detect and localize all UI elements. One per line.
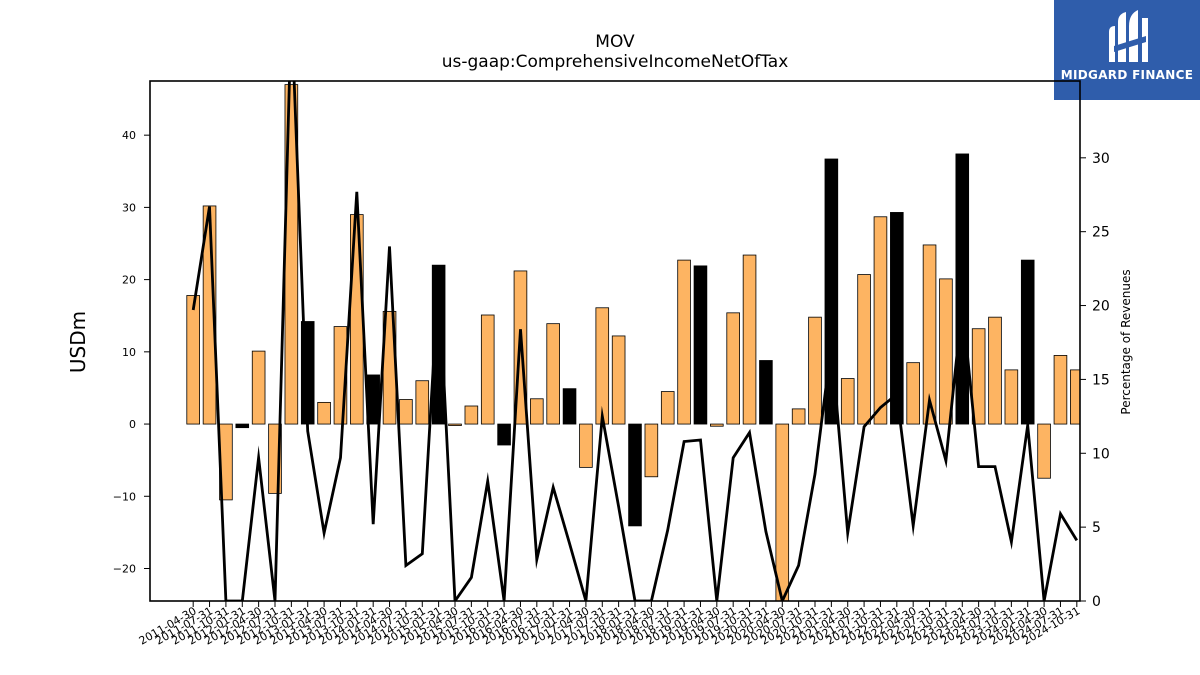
- bar: [1004, 369, 1019, 425]
- y-tick-label: 10: [122, 346, 136, 359]
- bar: [693, 265, 708, 425]
- bar: [710, 423, 724, 427]
- bar: [939, 278, 953, 425]
- bar: [415, 380, 430, 425]
- bar: [922, 244, 937, 425]
- y-tick-label: 30: [122, 201, 136, 214]
- bar: [775, 423, 790, 601]
- bar: [890, 212, 904, 425]
- line-series-group: [191, 81, 1078, 601]
- bar: [464, 405, 479, 425]
- y2-tick-label: 15: [1092, 372, 1110, 388]
- bar: [840, 378, 855, 425]
- bar: [431, 264, 446, 425]
- bar: [857, 274, 871, 425]
- bar: [562, 388, 577, 425]
- bar: [791, 408, 806, 425]
- bar: [824, 158, 839, 425]
- midgard-logo-icon: [1109, 10, 1148, 62]
- bar: [726, 312, 740, 425]
- plot-frame: [149, 80, 1081, 602]
- bar: [186, 295, 200, 425]
- bar: [644, 423, 659, 478]
- bar: [579, 423, 593, 468]
- bar-series: [186, 84, 1080, 601]
- bar: [1020, 259, 1035, 425]
- y2-tick-label: 0: [1092, 594, 1101, 610]
- bar: [628, 423, 642, 527]
- y2-tick-label: 20: [1092, 299, 1110, 315]
- bar: [906, 362, 920, 425]
- bar: [317, 401, 331, 425]
- percentage-line: [191, 81, 1078, 601]
- bar: [530, 398, 544, 425]
- y2-tick-label: 10: [1092, 446, 1110, 462]
- bar: [251, 350, 266, 425]
- logo-text: MIDGARD FINANCE: [1060, 68, 1194, 82]
- bar: [595, 307, 610, 425]
- bar: [677, 259, 691, 425]
- bar: [497, 423, 511, 446]
- bar: [971, 328, 986, 425]
- bar: [399, 399, 413, 425]
- bar: [873, 216, 888, 425]
- chart-subtitle: us-gaap:ComprehensiveIncomeNetOfTax: [441, 52, 789, 72]
- bar: [235, 423, 250, 429]
- y-tick-label: 20: [122, 274, 136, 287]
- bar: [808, 316, 822, 425]
- midgard-finance-logo: MIDGARD FINANCE: [1054, 0, 1200, 100]
- bar: [759, 360, 773, 425]
- bar: [660, 391, 675, 425]
- bar: [1070, 369, 1080, 425]
- y-tick-label: −10: [113, 490, 136, 503]
- bar: [448, 423, 462, 426]
- bar: [955, 153, 970, 425]
- y-tick-label: 0: [129, 418, 136, 431]
- bar: [988, 316, 1002, 425]
- y-tick-label: 40: [122, 129, 136, 142]
- bar: [742, 254, 757, 425]
- bar: [546, 323, 560, 425]
- chart-title: MOV: [595, 32, 635, 52]
- bar: [480, 314, 495, 425]
- bar: [611, 335, 626, 425]
- y-tick-label: −20: [113, 563, 136, 576]
- y2-tick-label: 30: [1092, 151, 1110, 167]
- y2-tick-label: 5: [1092, 520, 1101, 536]
- y2-tick-label: 25: [1092, 225, 1110, 241]
- bar: [1053, 355, 1068, 425]
- bar: [1037, 423, 1051, 479]
